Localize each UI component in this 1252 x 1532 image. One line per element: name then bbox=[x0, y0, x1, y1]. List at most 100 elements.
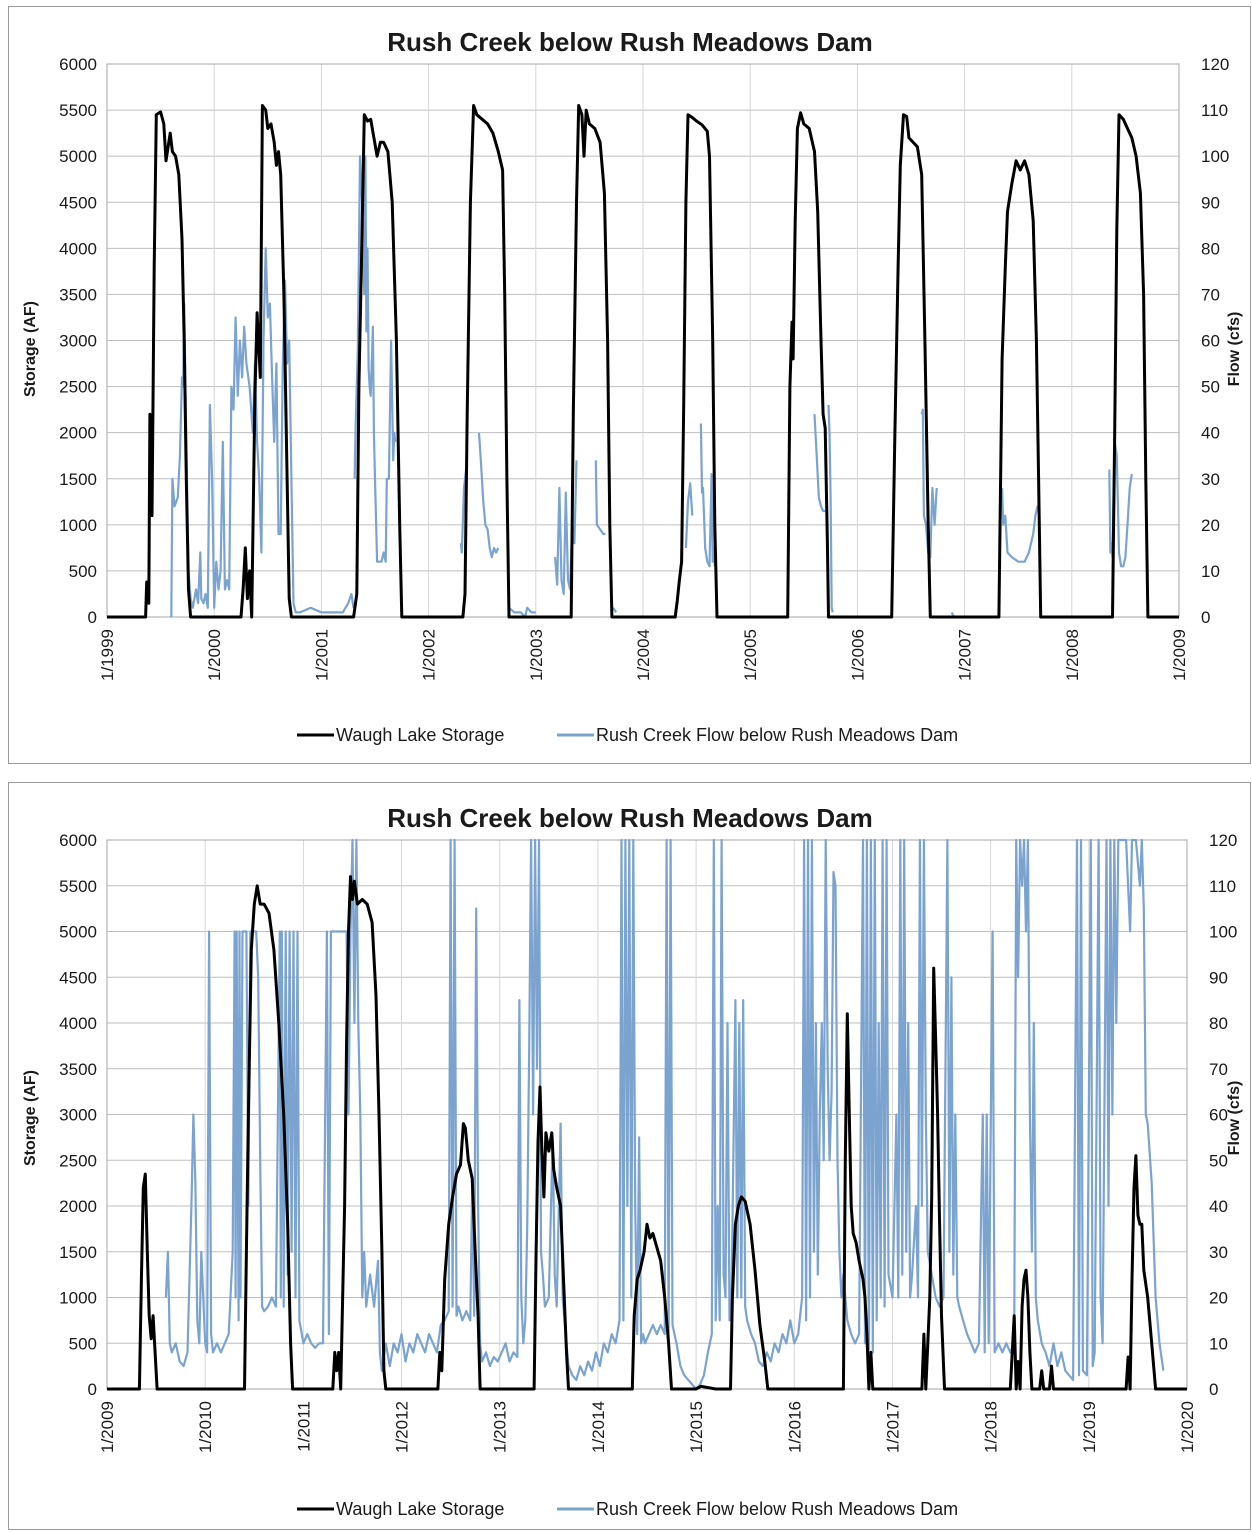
legend: Waugh Lake Storage Rush Creek Flow below… bbox=[297, 725, 958, 745]
x-tick-label: 1/2016 bbox=[785, 1401, 804, 1453]
y-axis-title-right: Flow (cfs) bbox=[1226, 1081, 1243, 1156]
y-tick-label-left: 1000 bbox=[59, 516, 97, 535]
y-tick-label-right: 100 bbox=[1201, 147, 1229, 166]
y-tick-label-left: 2500 bbox=[59, 378, 97, 397]
y-tick-label-left: 500 bbox=[69, 562, 97, 581]
y-tick-label-left: 0 bbox=[88, 1380, 97, 1399]
y-tick-label-left: 2000 bbox=[59, 1197, 97, 1216]
y-tick-label-right: 20 bbox=[1201, 516, 1220, 535]
flow-series-line bbox=[477, 432, 500, 559]
y-tick-label-right: 70 bbox=[1201, 285, 1220, 304]
y-tick-label-left: 0 bbox=[88, 608, 97, 627]
y-axis-title-left: Storage (AF) bbox=[22, 301, 39, 397]
y-tick-label-right: 110 bbox=[1201, 101, 1228, 120]
gridlines bbox=[106, 63, 1180, 618]
tick-labels: 0500100015002000250030003500400045005000… bbox=[59, 831, 1237, 1453]
y-axis-title-left: Storage (AF) bbox=[22, 1070, 39, 1166]
tick-labels: 0500100015002000250030003500400045005000… bbox=[59, 55, 1229, 681]
x-tick-label: 1/2020 bbox=[1178, 1401, 1197, 1453]
y-tick-label-right: 100 bbox=[1209, 923, 1237, 942]
flow-series-line bbox=[594, 460, 606, 536]
y-tick-label-right: 30 bbox=[1209, 1243, 1228, 1262]
y-tick-label-right: 10 bbox=[1209, 1334, 1228, 1353]
x-tick-label: 1/2002 bbox=[420, 629, 439, 681]
legend-label-flow: Rush Creek Flow below Rush Meadows Dam bbox=[596, 1499, 958, 1519]
y-tick-label-left: 500 bbox=[69, 1334, 97, 1353]
y-tick-label-right: 80 bbox=[1209, 1014, 1228, 1033]
y-tick-label-left: 1500 bbox=[59, 470, 97, 489]
x-tick-label: 1/2014 bbox=[589, 1401, 608, 1453]
x-tick-label: 1/2015 bbox=[687, 1401, 706, 1453]
x-tick-label: 1/2003 bbox=[527, 629, 546, 681]
chart-panel-1999-2009: Rush Creek below Rush Meadows Dam 0 500 10… bbox=[8, 6, 1251, 764]
y-tick-label-left: 6000 bbox=[59, 55, 97, 74]
x-tick-label: 1/2008 bbox=[1063, 629, 1082, 681]
y-tick-label-left: 4500 bbox=[59, 193, 97, 212]
flow-series-line bbox=[813, 414, 826, 513]
axes bbox=[106, 839, 1188, 1390]
chart-title: Rush Creek below Rush Meadows Dam bbox=[387, 803, 872, 833]
y-tick-label-left: 4000 bbox=[59, 1014, 97, 1033]
y-tick-label-right: 120 bbox=[1209, 831, 1237, 850]
legend-label-storage: Waugh Lake Storage bbox=[336, 725, 504, 745]
x-tick-label: 1/2017 bbox=[883, 1401, 902, 1453]
x-tick-label: 1/2001 bbox=[312, 629, 331, 681]
y-tick-label-left: 5000 bbox=[59, 923, 97, 942]
y-tick-label-right: 90 bbox=[1201, 193, 1220, 212]
y-tick-label-left: 4500 bbox=[59, 968, 97, 987]
y-tick-label-right: 40 bbox=[1201, 424, 1220, 443]
x-tick-label: 1/2004 bbox=[634, 629, 653, 681]
y-tick-label-left: 2000 bbox=[59, 424, 97, 443]
y-tick-label-left: 6000 bbox=[59, 831, 97, 850]
y-tick-label-right: 20 bbox=[1209, 1289, 1228, 1308]
y-tick-label-left: 3000 bbox=[59, 332, 97, 351]
flow-series-line bbox=[612, 607, 618, 614]
x-tick-label: 1/2009 bbox=[1170, 629, 1189, 681]
y-tick-label-left: 1000 bbox=[59, 1289, 97, 1308]
legend-label-storage: Waugh Lake Storage bbox=[336, 1499, 504, 1519]
y-tick-label-right: 30 bbox=[1201, 470, 1220, 489]
flow-series-line bbox=[684, 482, 694, 548]
y-tick-label-right: 10 bbox=[1201, 562, 1220, 581]
flow-series-line bbox=[699, 423, 716, 568]
x-tick-label: 1/2000 bbox=[205, 629, 224, 681]
x-tick-label: 1/2019 bbox=[1080, 1401, 1099, 1453]
y-tick-label-right: 0 bbox=[1209, 1380, 1218, 1399]
y-tick-label-right: 70 bbox=[1209, 1060, 1228, 1079]
x-tick-label: 1/1999 bbox=[98, 629, 117, 681]
legend-label-flow: Rush Creek Flow below Rush Meadows Dam bbox=[596, 725, 958, 745]
y-tick-label-right: 40 bbox=[1209, 1197, 1228, 1216]
chart-title: Rush Creek below Rush Meadows Dam bbox=[387, 27, 872, 57]
y-tick-label-left: 3500 bbox=[59, 1060, 97, 1079]
x-tick-label: 1/2011 bbox=[294, 1401, 313, 1452]
flow-series-line bbox=[827, 404, 834, 613]
storage-series-line bbox=[107, 875, 1187, 1391]
x-tick-label: 1/2013 bbox=[491, 1401, 510, 1453]
x-tick-label: 1/2009 bbox=[98, 1401, 117, 1453]
y-tick-label-right: 50 bbox=[1209, 1151, 1228, 1170]
y-tick-label-right: 50 bbox=[1201, 378, 1220, 397]
y-tick-label-right: 120 bbox=[1201, 55, 1229, 74]
flow-series-line bbox=[164, 838, 1165, 1391]
y-tick-label-left: 1500 bbox=[59, 1243, 97, 1262]
y-tick-label-left: 5500 bbox=[59, 101, 97, 120]
y-tick-label-right: 0 bbox=[1201, 608, 1210, 627]
y-axis-title-right: Flow (cfs) bbox=[1226, 312, 1243, 387]
x-tick-label: 1/2006 bbox=[848, 629, 867, 681]
storage-flow-chart-1999-2009: Rush Creek below Rush Meadows Dam 050010… bbox=[22, 27, 1243, 745]
x-tick-label: 1/2012 bbox=[393, 1401, 412, 1453]
x-tick-label: 1/2018 bbox=[982, 1401, 1001, 1453]
plot-frame bbox=[106, 839, 1188, 1390]
y-tick-label-left: 3000 bbox=[59, 1106, 97, 1125]
y-tick-label-left: 5000 bbox=[59, 147, 97, 166]
x-tick-label: 1/2007 bbox=[956, 629, 975, 681]
legend: Waugh Lake Storage Rush Creek Flow below… bbox=[297, 1499, 958, 1519]
storage-series-line bbox=[107, 104, 1179, 619]
y-tick-label-right: 60 bbox=[1201, 332, 1220, 351]
series-layer bbox=[107, 838, 1187, 1391]
y-tick-label-right: 60 bbox=[1209, 1106, 1228, 1125]
flow-series-line bbox=[170, 247, 355, 618]
x-tick-label: 1/2005 bbox=[741, 629, 760, 681]
series-layer bbox=[107, 104, 1179, 619]
y-tick-label-left: 4000 bbox=[59, 239, 97, 258]
